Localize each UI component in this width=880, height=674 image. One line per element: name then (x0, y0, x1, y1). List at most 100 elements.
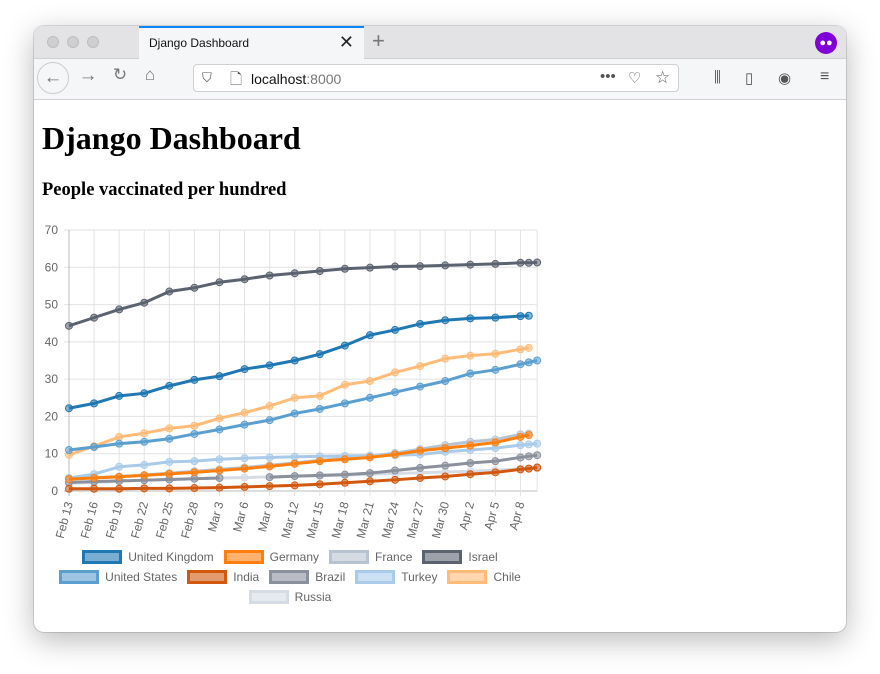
legend-item[interactable]: India (187, 570, 259, 584)
home-button[interactable]: ⌂ (144, 65, 156, 84)
library-icon[interactable]: ⫼ (714, 69, 721, 86)
chart-legend: United Kingdom Germany France Israel United … (40, 550, 540, 604)
data-point (416, 319, 425, 328)
tab-django-dashboard[interactable]: Django Dashboard ✕ (139, 26, 364, 59)
data-point (115, 305, 124, 314)
bookmark-star-icon[interactable]: ☆ (655, 68, 671, 87)
legend-swatch (269, 570, 310, 584)
data-point (65, 404, 73, 413)
data-point (265, 271, 274, 280)
legend-swatch (223, 550, 264, 564)
url-bar[interactable]: ⛉ 🗋 localhost:8000 ••• ♡ ☆ (193, 64, 679, 92)
legend-item[interactable]: Brazil (269, 570, 345, 584)
data-point (533, 258, 542, 267)
y-tick-label: 30 (45, 372, 59, 386)
minimize-window-button[interactable] (67, 36, 79, 48)
data-point (340, 380, 349, 389)
data-point (516, 258, 525, 267)
data-point (190, 283, 199, 292)
data-point (340, 455, 349, 464)
data-point (265, 473, 274, 482)
forward-button[interactable]: → (78, 65, 98, 86)
data-point (290, 481, 299, 490)
data-point (441, 377, 450, 386)
y-tick-label: 60 (45, 260, 59, 274)
x-tick-label: Mar 30 (429, 500, 452, 540)
new-tab-button[interactable]: + (372, 28, 385, 53)
data-point (265, 401, 274, 410)
series-united-kingdom (65, 311, 533, 413)
data-point (65, 445, 73, 454)
data-point (466, 459, 475, 468)
legend-item[interactable]: Chile (447, 570, 521, 584)
x-tick-label: Feb 28 (178, 500, 201, 540)
data-point (365, 477, 374, 486)
page-title: Django Dashboard (42, 120, 301, 156)
shield-icon[interactable]: ⛉ (202, 70, 212, 85)
back-button[interactable]: ← (37, 62, 69, 94)
legend-swatch (82, 550, 123, 564)
legend-item[interactable]: Israel (422, 550, 498, 564)
data-point (140, 471, 149, 480)
pocket-icon[interactable]: ♡ (628, 70, 642, 87)
data-point (441, 316, 450, 325)
maximize-window-button[interactable] (87, 36, 99, 48)
data-point (190, 468, 199, 477)
data-point (290, 472, 299, 481)
x-tick-label: Mar 15 (304, 500, 327, 540)
data-point (516, 345, 525, 354)
data-point (215, 425, 224, 434)
data-point (115, 439, 124, 448)
close-window-button[interactable] (47, 36, 59, 48)
legend-label: United States (105, 570, 178, 584)
data-point (140, 484, 149, 493)
data-point (290, 393, 299, 402)
legend-item[interactable]: Russia (248, 590, 331, 604)
data-point (524, 440, 533, 449)
series-line (68, 346, 530, 457)
y-tick-label: 10 (45, 447, 59, 461)
data-point (265, 462, 274, 471)
data-point (365, 453, 374, 462)
data-point (240, 454, 249, 463)
legend-item[interactable]: Turkey (355, 570, 437, 584)
private-browsing-icon: ●● (815, 32, 837, 54)
x-tick-label: Mar 3 (205, 500, 227, 534)
data-point (240, 473, 249, 482)
sidebar-icon[interactable]: ▯ (745, 70, 754, 87)
data-point (190, 484, 199, 493)
data-point (524, 431, 533, 440)
reload-button[interactable]: ↻ (112, 65, 128, 84)
data-point (524, 311, 533, 320)
data-point (491, 365, 500, 374)
legend-item[interactable]: United States (59, 570, 177, 584)
legend-label: France (375, 550, 413, 564)
url-host: localhost (251, 71, 307, 87)
close-tab-icon[interactable]: ✕ (338, 32, 354, 52)
data-point (340, 264, 349, 273)
url-text[interactable]: localhost:8000 (251, 71, 341, 87)
legend-item[interactable]: Germany (223, 550, 319, 564)
data-point (516, 441, 525, 450)
chart-title: People vaccinated per hundred (42, 180, 287, 200)
series-india (65, 463, 542, 493)
data-point (365, 263, 374, 272)
y-tick-label: 50 (45, 298, 59, 312)
more-icon[interactable]: ••• (600, 68, 616, 85)
legend-item[interactable]: United Kingdom (82, 550, 214, 564)
series-line (68, 314, 529, 410)
tab-bar: Django Dashboard ✕ + ●● (34, 26, 846, 59)
data-point (365, 393, 374, 402)
account-icon[interactable]: ◉ (778, 70, 792, 87)
menu-icon[interactable]: ≡ (820, 68, 830, 85)
data-point (416, 446, 425, 455)
x-tick-label: Mar 6 (230, 500, 252, 534)
data-point (391, 368, 400, 377)
data-point (65, 321, 73, 330)
legend-swatch (59, 570, 100, 584)
data-point (441, 444, 450, 453)
data-point (215, 473, 224, 482)
data-point (315, 267, 324, 276)
legend-item[interactable]: France (329, 550, 412, 564)
legend-label: India (233, 570, 260, 584)
